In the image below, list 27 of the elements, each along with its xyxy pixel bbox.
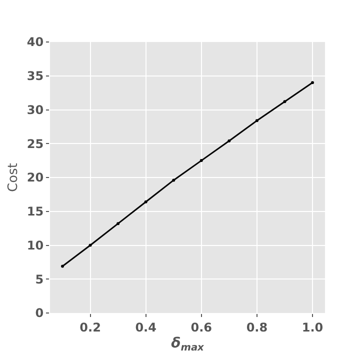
y-axis-title: Cost	[6, 163, 21, 192]
x-tick-label: 0.4	[135, 320, 156, 334]
point	[172, 178, 176, 182]
line-series	[61, 81, 314, 268]
y-tick-label: 15	[26, 204, 44, 219]
y-tick-label: 5	[35, 272, 44, 286]
x-tick-label: 0.6	[190, 320, 212, 334]
point	[255, 119, 258, 122]
y-tick-label: 25	[26, 136, 44, 151]
y-tick-label: 10	[26, 238, 44, 252]
point	[311, 81, 314, 84]
point	[283, 100, 286, 104]
point	[228, 139, 231, 142]
point	[88, 244, 92, 247]
point	[116, 222, 120, 226]
y-tick-label: 30	[26, 102, 44, 117]
x-axis-title: δ$_{max}$	[171, 336, 205, 354]
point	[200, 159, 203, 162]
y-tick-label: 35	[26, 69, 44, 84]
x-tick-label: 0.8	[246, 320, 268, 334]
x-tick-label: 1.0	[302, 320, 324, 334]
point	[144, 200, 148, 204]
y-tick-label: 20	[26, 170, 44, 185]
x-tick-label: 0.2	[80, 320, 101, 334]
y-tick-label: 40	[26, 35, 44, 50]
point	[61, 264, 64, 268]
y-tick-label: 0	[35, 306, 44, 320]
